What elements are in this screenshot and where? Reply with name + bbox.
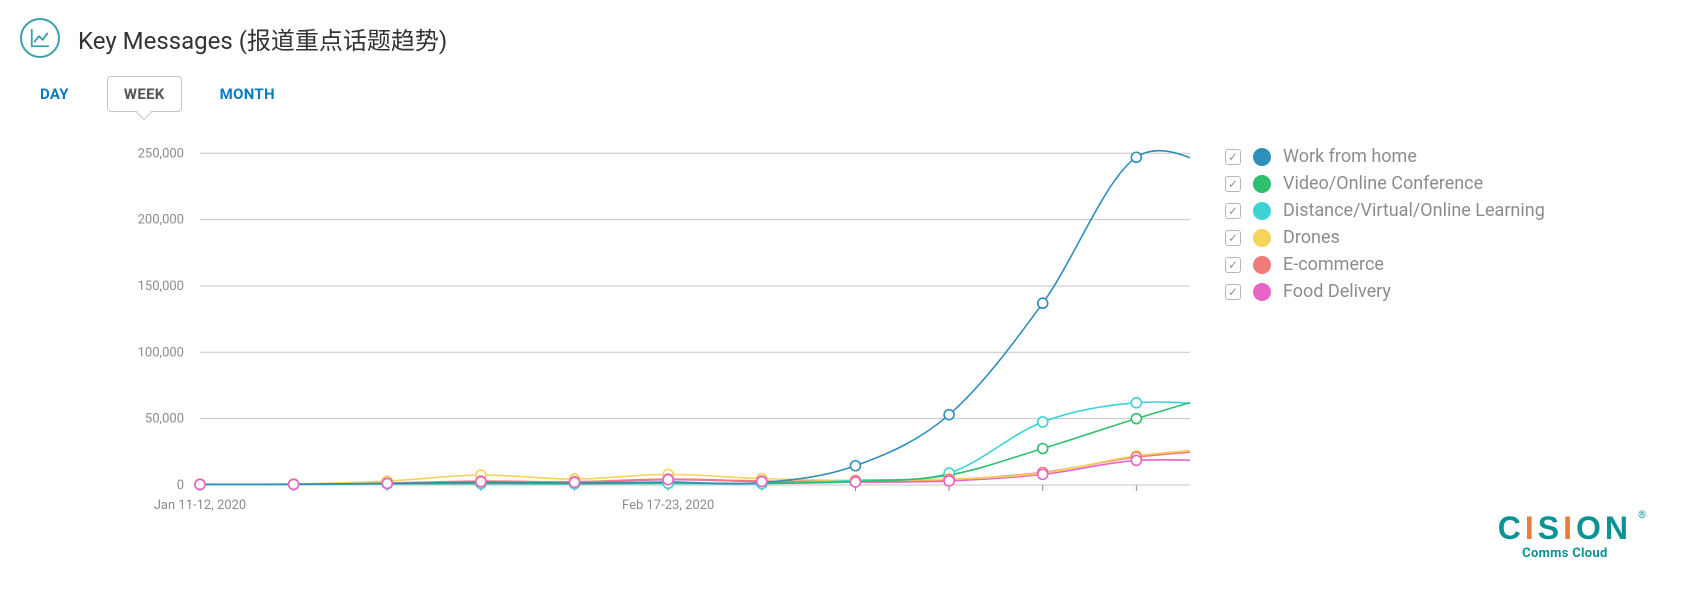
legend-item[interactable]: ✓ Drones (1225, 227, 1605, 248)
tab-day[interactable]: DAY (24, 77, 85, 111)
svg-text:150,000: 150,000 (138, 279, 184, 294)
legend-label: Distance/Virtual/Online Learning (1283, 200, 1545, 221)
svg-text:100,000: 100,000 (138, 345, 184, 360)
registered-icon: ® (1638, 510, 1646, 521)
legend-item[interactable]: ✓ Work from home (1225, 146, 1605, 167)
brand-logo: CISION Comms Cloud ® (1498, 512, 1632, 561)
legend-label: Work from home (1283, 146, 1417, 167)
legend-checkbox[interactable]: ✓ (1225, 230, 1241, 246)
legend-checkbox[interactable]: ✓ (1225, 149, 1241, 165)
legend-label: Food Delivery (1283, 281, 1391, 302)
legend-item[interactable]: ✓ Food Delivery (1225, 281, 1605, 302)
svg-text:200,000: 200,000 (138, 213, 184, 228)
legend-swatch (1253, 229, 1271, 247)
time-range-tabs: DAY WEEK MONTH (0, 68, 1692, 112)
legend-item[interactable]: ✓ Distance/Virtual/Online Learning (1225, 200, 1605, 221)
legend-swatch (1253, 202, 1271, 220)
legend: ✓Work from home✓Video/Online Conference✓… (1225, 146, 1605, 308)
legend-swatch (1253, 175, 1271, 193)
tab-week[interactable]: WEEK (107, 76, 182, 112)
legend-checkbox[interactable]: ✓ (1225, 284, 1241, 300)
legend-checkbox[interactable]: ✓ (1225, 176, 1241, 192)
legend-checkbox[interactable]: ✓ (1225, 257, 1241, 273)
chart-line-icon (20, 18, 60, 58)
svg-text:Jan 11-12, 2020: Jan 11-12, 2020 (154, 498, 246, 513)
tab-month[interactable]: MONTH (204, 77, 291, 111)
line-chart: 0 50,000 100,000 150,000 200,000 250,000 Jan 1… (130, 130, 1190, 530)
legend-label: Video/Online Conference (1283, 173, 1483, 194)
legend-label: Drones (1283, 227, 1340, 248)
brand-subtitle: Comms Cloud (1498, 546, 1632, 561)
legend-swatch (1253, 256, 1271, 274)
svg-text:0: 0 (177, 478, 184, 493)
svg-text:Feb 17-23, 2020: Feb 17-23, 2020 (622, 498, 714, 513)
legend-label: E-commerce (1283, 254, 1384, 275)
widget-header: Key Messages (报道重点话题趋势) (0, 0, 1692, 68)
legend-item[interactable]: ✓ E-commerce (1225, 254, 1605, 275)
svg-text:250,000: 250,000 (138, 146, 184, 161)
brand-wordmark: CISION (1498, 512, 1632, 544)
legend-swatch (1253, 283, 1271, 301)
legend-checkbox[interactable]: ✓ (1225, 203, 1241, 219)
widget-title: Key Messages (报道重点话题趋势) (78, 21, 447, 56)
svg-text:50,000: 50,000 (145, 412, 184, 427)
legend-item[interactable]: ✓ Video/Online Conference (1225, 173, 1605, 194)
legend-swatch (1253, 148, 1271, 166)
